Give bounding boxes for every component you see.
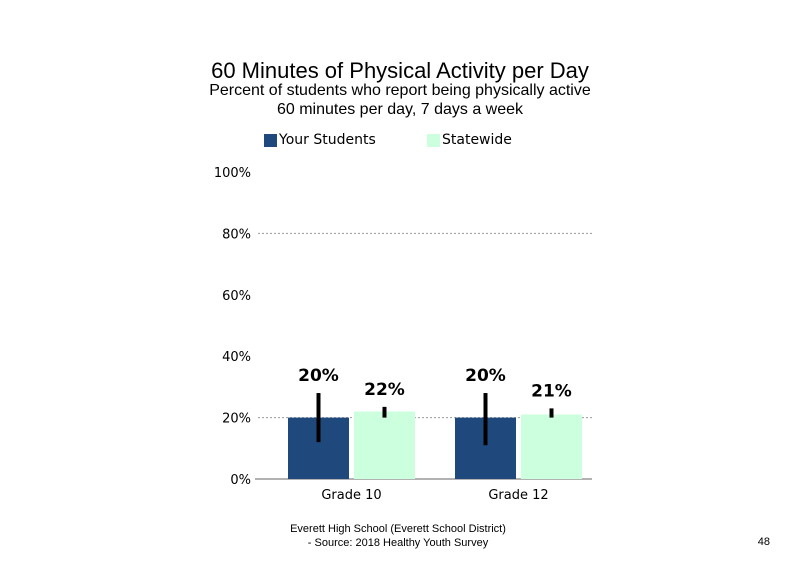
legend-label-statewide: Statewide bbox=[442, 132, 512, 148]
footer-source: - Source: 2018 Healthy Youth Survey bbox=[307, 537, 489, 549]
y-tick-label-0: 0% bbox=[230, 473, 251, 488]
footer-school: Everett High School (Everett School Dist… bbox=[290, 523, 506, 535]
data-label-statewide-grade-12: 21% bbox=[531, 381, 572, 401]
legend-label-your-students: Your Students bbox=[279, 132, 376, 148]
data-label-statewide-grade-10: 22% bbox=[364, 380, 405, 400]
y-tick-label-100: 100% bbox=[214, 166, 251, 181]
chart-subtitle-line-2: 60 minutes per day, 7 days a week bbox=[276, 101, 524, 118]
bar-statewide-grade-10 bbox=[354, 411, 415, 479]
legend-swatch-statewide bbox=[427, 133, 440, 147]
x-tick-label-grade-10: Grade 10 bbox=[321, 488, 381, 503]
data-label-your-students-grade-12: 20% bbox=[465, 366, 506, 386]
chart-subtitle-line-1: Percent of students who report being phy… bbox=[209, 82, 591, 99]
data-label-your-students-grade-10: 20% bbox=[298, 366, 339, 386]
y-tick-label-80: 80% bbox=[222, 227, 251, 242]
y-tick-label-40: 40% bbox=[222, 350, 251, 365]
chart-legend: Your Students Statewide bbox=[0, 132, 800, 154]
x-tick-label-grade-12: Grade 12 bbox=[488, 488, 548, 503]
page-number: 48 bbox=[757, 536, 770, 548]
legend-swatch-your-students bbox=[264, 133, 277, 147]
y-tick-label-20: 20% bbox=[222, 412, 251, 427]
y-tick-label-60: 60% bbox=[222, 289, 251, 304]
legend-item-statewide: Statewide bbox=[427, 132, 512, 148]
bar-statewide-grade-12 bbox=[521, 414, 582, 479]
legend-item-your-students: Your Students bbox=[264, 132, 376, 148]
chart-title: 60 Minutes of Physical Activity per Day bbox=[211, 58, 589, 83]
